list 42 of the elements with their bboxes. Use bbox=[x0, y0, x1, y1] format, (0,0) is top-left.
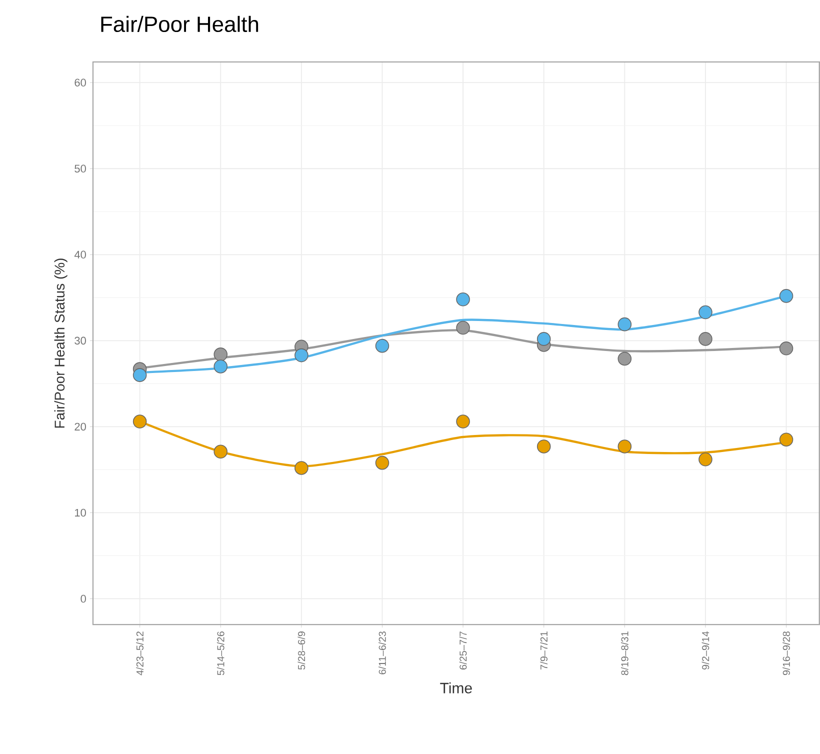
point bbox=[618, 352, 632, 366]
point bbox=[375, 338, 390, 353]
x-tick-label: 9/16–9/28 bbox=[782, 631, 790, 675]
y-tick-label: 30 bbox=[74, 336, 86, 344]
x-tick-label: 6/11–6/23 bbox=[378, 631, 386, 674]
point bbox=[698, 332, 712, 346]
y-tick-label: 0 bbox=[80, 594, 86, 602]
point bbox=[214, 359, 228, 374]
point bbox=[132, 414, 147, 428]
point bbox=[456, 414, 470, 428]
chart-title: Fair/Poor Health bbox=[101, 16, 258, 32]
point bbox=[456, 320, 470, 334]
point bbox=[375, 456, 390, 470]
point bbox=[132, 368, 147, 382]
point bbox=[618, 439, 632, 454]
y-tick-label: 10 bbox=[75, 508, 86, 516]
point bbox=[618, 317, 632, 332]
point bbox=[779, 288, 794, 303]
point bbox=[294, 460, 308, 475]
x-tick-label: 4/23–5/12 bbox=[136, 631, 144, 676]
point bbox=[536, 332, 551, 346]
x-tick-label: 9/2–9/14 bbox=[702, 631, 710, 670]
x-tick-label: 5/28–6/9 bbox=[298, 631, 306, 670]
x-tick-label: 5/14–5/26 bbox=[216, 631, 224, 675]
x-tick-label: 7/9–7/21 bbox=[540, 631, 548, 670]
point bbox=[214, 347, 228, 362]
point bbox=[294, 348, 308, 362]
point bbox=[698, 305, 712, 319]
point bbox=[456, 292, 470, 306]
x-tick-label: 8/19–8/31 bbox=[620, 631, 628, 675]
y-tick-label: 40 bbox=[74, 250, 86, 258]
y-tick-label: 60 bbox=[74, 78, 86, 86]
point bbox=[214, 444, 228, 458]
y-tick-label: 20 bbox=[74, 422, 86, 430]
y-tick-label: 50 bbox=[74, 164, 86, 172]
x-tick-label: 6/25–7/7 bbox=[459, 631, 467, 670]
point bbox=[536, 439, 551, 454]
point bbox=[698, 452, 712, 466]
y-axis-title: Fair/Poor Health Status (%) bbox=[54, 258, 68, 428]
point bbox=[779, 432, 794, 446]
x-axis-title: Time bbox=[440, 682, 472, 694]
point bbox=[779, 341, 794, 356]
